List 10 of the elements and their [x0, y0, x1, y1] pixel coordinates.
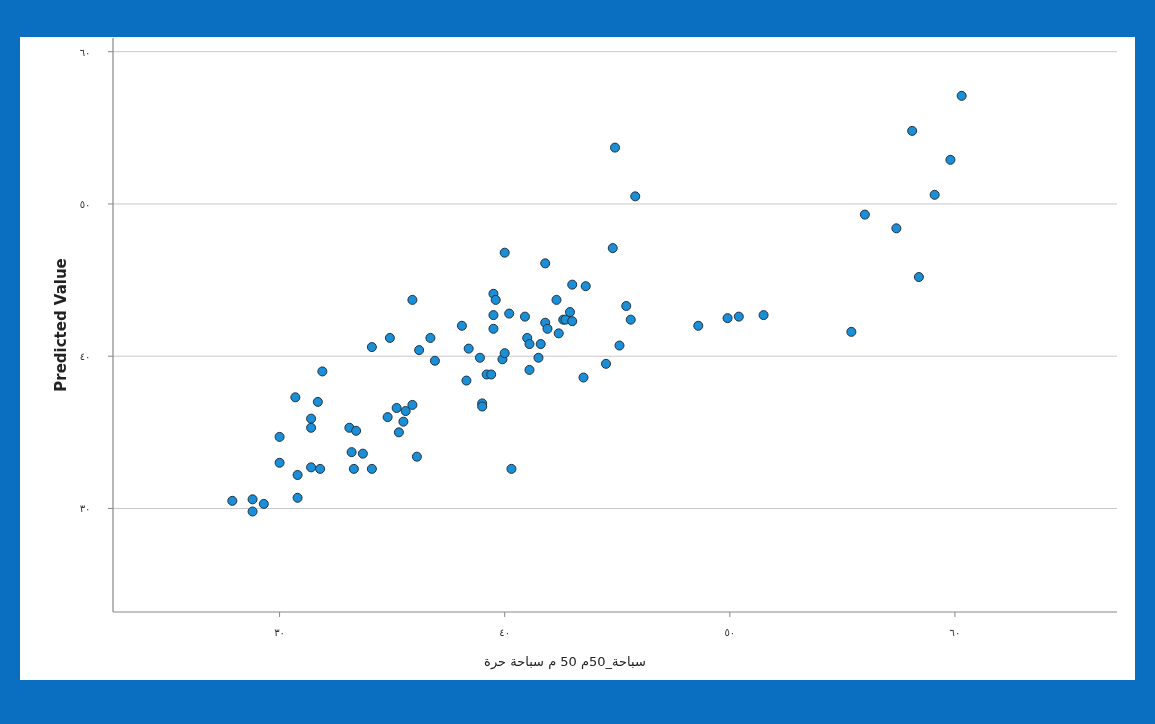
y-tick-label: ٣٠ — [79, 503, 91, 515]
y-tick-label: ٤٠ — [79, 351, 91, 363]
x-tick-label: ٥٠ — [724, 627, 736, 638]
x-tick-label: ٣٠ — [274, 627, 285, 638]
x-tick-label: ٦٠ — [949, 627, 961, 638]
x-tick-label: ٤٠ — [499, 627, 511, 638]
y-axis-title: Predicted Value — [52, 258, 70, 392]
y-tick-label: ٥٠ — [79, 198, 91, 210]
x-axis-title: سباحة_50م 50 م سباحة حرة — [484, 654, 646, 670]
y-tick-label: ٦٠ — [79, 46, 91, 58]
